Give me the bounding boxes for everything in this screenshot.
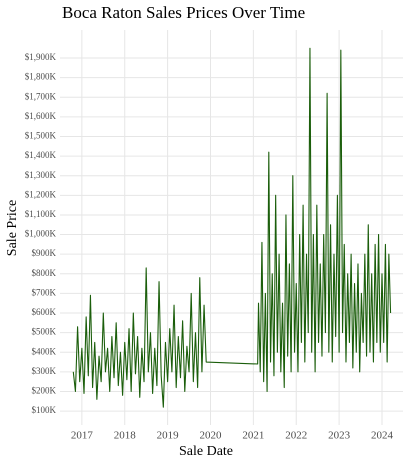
x-tick-label: 2022 — [285, 430, 307, 442]
y-tick-label: $1,900K — [25, 52, 57, 62]
x-tick-label: 2020 — [199, 430, 222, 442]
x-tick-label: 2024 — [371, 430, 394, 442]
y-axis-label: Sale Price — [5, 200, 20, 256]
y-tick-label: $800K — [32, 268, 57, 278]
y-tick-label: $400K — [32, 346, 57, 356]
y-tick-label: $1,700K — [25, 91, 57, 101]
x-tick-label: 2017 — [71, 430, 94, 442]
y-tick-label: $1,100K — [25, 209, 57, 219]
y-tick-label: $1,600K — [25, 111, 57, 121]
x-axis-label: Sale Date — [179, 444, 233, 459]
x-tick-label: 2019 — [157, 430, 180, 442]
y-tick-label: $1,200K — [25, 189, 57, 199]
chart-title: Boca Raton Sales Prices Over Time — [62, 3, 305, 22]
y-tick-label: $600K — [32, 307, 57, 317]
x-tick-label: 2021 — [242, 430, 264, 442]
y-tick-label: $300K — [32, 366, 57, 376]
y-tick-label: $100K — [32, 405, 57, 415]
y-tick-label: $1,400K — [25, 150, 57, 160]
x-tick-label: 2023 — [328, 430, 351, 442]
y-tick-label: $1,000K — [25, 229, 57, 239]
series-line — [72, 47, 392, 408]
y-tick-label: $1,300K — [25, 170, 57, 180]
y-tick-label: $500K — [32, 327, 57, 337]
y-tick-label: $700K — [32, 287, 57, 297]
x-tick-label: 2018 — [114, 430, 137, 442]
y-tick-label: $900K — [32, 248, 57, 258]
y-tick-label: $1,500K — [25, 131, 57, 141]
y-tick-label: $200K — [32, 386, 57, 396]
y-tick-label: $1,800K — [25, 72, 57, 82]
